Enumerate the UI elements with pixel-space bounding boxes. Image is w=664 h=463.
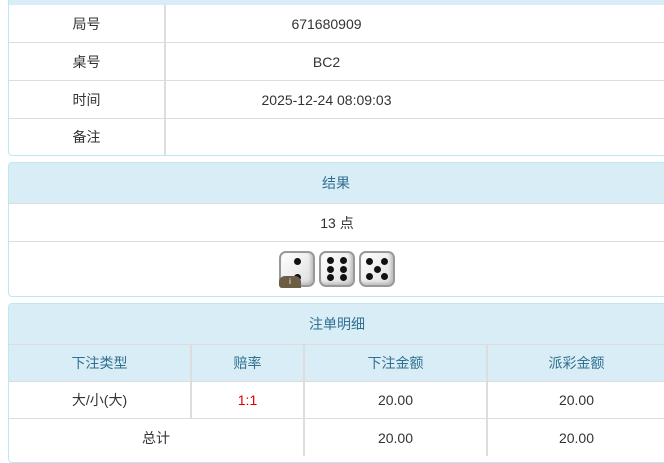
- die-pip: [365, 257, 373, 265]
- info-label: 备注: [72, 129, 101, 145]
- col-bet-type: 下注类型: [71, 355, 128, 371]
- die-pip: [339, 274, 347, 282]
- result-title: 结果: [322, 175, 350, 191]
- die-pip: [339, 256, 347, 264]
- die-pip: [327, 256, 335, 264]
- dice-group: i: [9, 251, 664, 288]
- bet-odds: 1:1: [190, 382, 303, 418]
- total-amount: 20.00: [303, 419, 486, 456]
- bet-title: 注单明细: [309, 316, 365, 332]
- info-label: 桌号: [72, 53, 101, 70]
- dice-row: i: [9, 241, 664, 296]
- bet-payout: 20.00: [486, 382, 664, 418]
- die-pip: [365, 273, 373, 281]
- result-points-row: 13 点: [9, 203, 664, 241]
- result-points: 13 点: [320, 214, 354, 231]
- info-value: [164, 119, 664, 155]
- bet-type: 大/小(大): [71, 392, 128, 408]
- info-row-remark: 备注: [9, 118, 664, 155]
- result-panel: 结果 13 点 i: [8, 162, 664, 297]
- col-odds: 赔率: [190, 345, 303, 381]
- col-payout: 派彩金额: [486, 345, 664, 381]
- bet-amount: 20.00: [303, 382, 486, 418]
- die-pip: [373, 265, 381, 273]
- die-pip: [327, 265, 335, 273]
- panel-top-edge: [8, 0, 664, 6]
- bet-row: 大/小(大) 1:1 20.00 20.00: [9, 381, 664, 418]
- die-2: i: [279, 251, 315, 288]
- die-pip: [381, 273, 389, 281]
- die-pip: [381, 257, 389, 265]
- total-payout: 20.00: [486, 419, 664, 456]
- info-value: 671680909: [164, 5, 664, 42]
- bet-header: 注单明细: [9, 304, 664, 344]
- bet-detail-panel: 注单明细 下注类型 赔率 下注金额 派彩金额 大/小(大) 1:1 20.00 …: [8, 303, 664, 463]
- info-table: 局号 671680909 桌号 BC2 时间 2025-12-24 08:09:03 …: [8, 5, 664, 156]
- die-pip: [339, 265, 347, 273]
- result-header: 结果: [9, 163, 664, 203]
- die-pip: [327, 274, 335, 282]
- die-6: [319, 251, 355, 287]
- info-label: 局号: [72, 15, 101, 32]
- die-pip: [293, 257, 301, 265]
- bet-column-headers: 下注类型 赔率 下注金额 派彩金额: [9, 344, 664, 381]
- info-value: BC2: [164, 43, 664, 80]
- info-row-time: 时间 2025-12-24 08:09:03: [9, 80, 664, 118]
- info-row-table: 桌号 BC2: [9, 42, 664, 80]
- info-icon[interactable]: i: [279, 276, 301, 288]
- col-bet-amount: 下注金额: [303, 345, 486, 381]
- info-label: 时间: [72, 91, 101, 108]
- info-row-round: 局号 671680909: [9, 5, 664, 42]
- info-value: 2025-12-24 08:09:03: [164, 81, 664, 118]
- die-5: [359, 251, 395, 287]
- total-label: 总计: [142, 429, 170, 446]
- total-row: 总计 20.00 20.00: [9, 418, 664, 456]
